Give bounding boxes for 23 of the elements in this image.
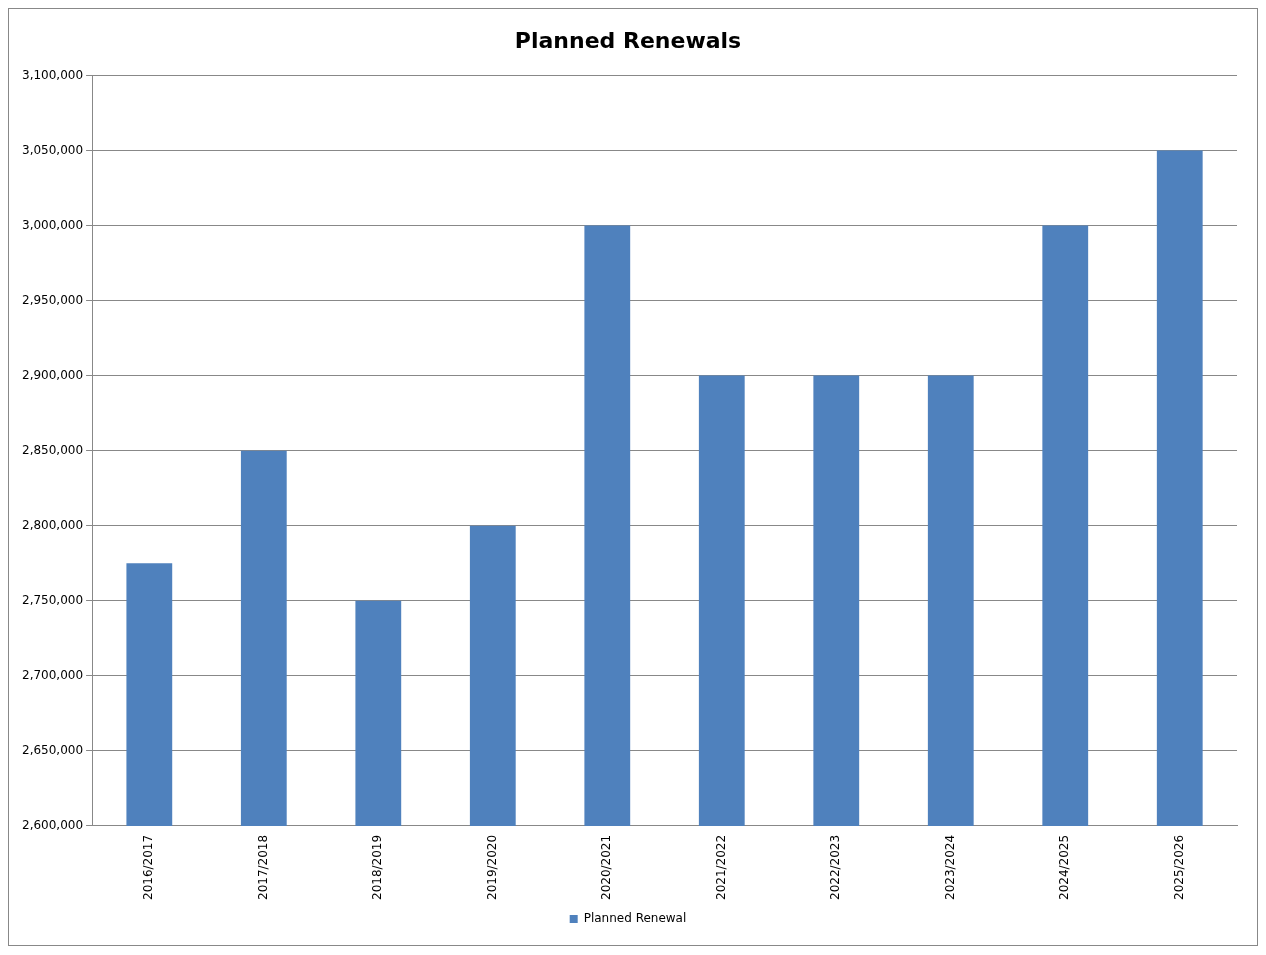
x-tick-label: 2021/2022: [713, 834, 728, 900]
y-tick-label: 2,900,000: [21, 367, 84, 382]
y-tick-label: 3,050,000: [21, 142, 84, 157]
y-tick-label: 2,650,000: [21, 742, 84, 757]
x-tick-label: 2017/2018: [255, 834, 270, 900]
y-tick-label: 2,750,000: [21, 592, 84, 607]
x-tick-label: 2023/2024: [942, 834, 957, 900]
y-tick-label: 3,100,000: [21, 67, 84, 82]
chart-title: Planned Renewals: [514, 27, 742, 53]
x-tick-label: 2016/2017: [141, 834, 156, 900]
y-tick-label: 2,800,000: [21, 517, 84, 532]
x-tick-label: 2024/2025: [1057, 834, 1072, 900]
x-tick-label: 2018/2019: [370, 834, 385, 900]
y-tick-label: 3,000,000: [21, 217, 84, 232]
y-tick-label: 2,700,000: [21, 667, 84, 682]
legend-label: Planned Renewal: [583, 911, 687, 926]
x-tick-label: 2019/2020: [484, 834, 499, 900]
y-tick-label: 2,950,000: [21, 292, 84, 307]
y-tick-label: 2,850,000: [21, 442, 84, 457]
x-tick-label: 2020/2021: [599, 834, 614, 900]
y-tick-label: 2,600,000: [21, 818, 84, 832]
x-tick-label: 2022/2023: [828, 834, 843, 900]
x-tick-label: 2025/2026: [1171, 834, 1186, 900]
